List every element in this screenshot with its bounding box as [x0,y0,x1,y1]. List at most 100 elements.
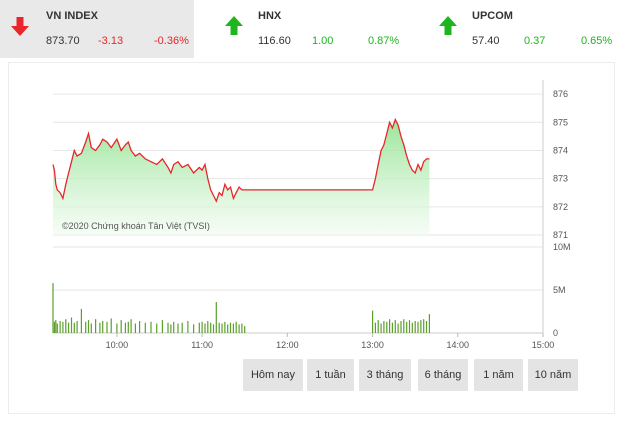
volume-bar [372,310,374,333]
volume-bar [408,320,411,333]
time-tick-label: 11:00 [191,340,213,350]
volume-bar [212,324,215,333]
volume-bar [425,321,428,333]
volume-bar [52,283,54,333]
volume-tick-label: 5M [553,285,566,295]
volume-bar [224,321,226,333]
down-arrow-icon [11,17,29,36]
index-percent: -0.36% [154,35,189,47]
index-percent: 0.65% [581,35,613,47]
volume-bar [380,323,382,333]
volume-bar [229,322,232,333]
volume-bar [400,321,402,333]
chart-panel [8,62,615,414]
volume-bar [374,322,376,333]
volume-bar [150,321,152,333]
volume-bar [87,320,90,333]
volume-bar [156,323,158,333]
index-name: VN INDEX [46,10,98,22]
index-name: HNX [258,10,282,22]
volume-bar [193,324,195,333]
volume-bar [198,322,200,333]
volume-bar [76,321,78,333]
volume-bar [139,321,141,333]
volume-bar [235,321,237,333]
range-button[interactable]: 1 tuần [307,359,354,391]
volume-bar [68,322,70,333]
volume-bar [244,326,246,333]
index-name: UPCOM [472,10,513,22]
time-tick-label: 15:00 [532,340,555,350]
range-button[interactable]: 6 tháng [418,359,468,391]
index-vnindex[interactable]: VN INDEX 873.70 -3.13 -0.36% [0,0,194,58]
volume-bar [130,319,132,333]
volume-bar [397,323,399,333]
volume-tick-label: 0 [553,328,558,338]
range-button[interactable]: 10 năm [528,359,578,391]
volume-bar [73,322,75,333]
volume-bar [428,314,430,333]
volume-tick-label: 10M [553,242,571,252]
price-tick-label: 871 [553,230,568,240]
volume-bar [95,319,97,333]
price-tick-label: 875 [553,117,568,127]
volume-bar [53,321,55,333]
volume-bar [389,319,391,333]
index-header: VN INDEX 873.70 -3.13 -0.36% HNX 116.60 … [0,0,623,58]
up-arrow-icon [439,16,457,35]
volume-bar [106,321,108,333]
volume-bar [238,324,240,333]
volume-bar [391,322,393,333]
volume-bar [377,320,379,333]
time-tick-label: 14:00 [447,340,470,350]
volume-bar [134,323,136,333]
volume-bar [65,319,67,333]
range-button[interactable]: 3 tháng [359,359,411,391]
volume-bar [210,322,212,333]
time-tick-label: 13:00 [361,340,384,350]
time-tick-label: 12:00 [276,340,299,350]
volume-bar [90,323,92,333]
volume-bar [241,323,243,333]
volume-bar [420,320,422,333]
range-button[interactable]: 1 năm [474,359,523,391]
volume-bar [221,323,223,333]
volume-bar [127,321,129,333]
volume-bar [116,323,118,333]
volume-bar [167,322,169,333]
volume-bar [99,322,101,333]
range-button[interactable]: Hôm nay [243,359,303,391]
volume-bar [201,321,203,333]
volume-bar [187,321,189,333]
volume-bar [406,321,408,333]
volume-bar [394,320,396,333]
time-tick-label: 10:00 [106,340,129,350]
price-tick-label: 873 [553,174,568,184]
up-arrow-icon [225,16,243,35]
volume-bar [170,324,172,333]
volume-bar [177,323,179,333]
index-hnx[interactable]: HNX 116.60 1.00 0.87% [214,0,409,58]
price-line [52,117,430,203]
volume-bar [417,321,419,333]
volume-bar [70,317,73,333]
price-tick-label: 872 [553,202,568,212]
volume-bar [173,321,175,333]
volume-bar [102,321,104,333]
volume-bar [403,319,405,333]
price-tick-label: 876 [553,89,568,99]
price-area [53,119,430,235]
volume-bar [215,302,217,333]
index-change: 0.37 [524,35,546,47]
index-upcom[interactable]: UPCOM 57.40 0.37 0.65% [428,0,623,58]
volume-bar [383,321,385,333]
volume-bar [207,321,209,333]
volume-bar [411,322,413,333]
index-value: 57.40 [472,35,500,47]
volume-bar [62,321,64,333]
volume-bar [124,322,126,333]
volume-bar [204,323,206,333]
volume-bar [218,322,220,333]
index-change: 1.00 [312,35,334,47]
